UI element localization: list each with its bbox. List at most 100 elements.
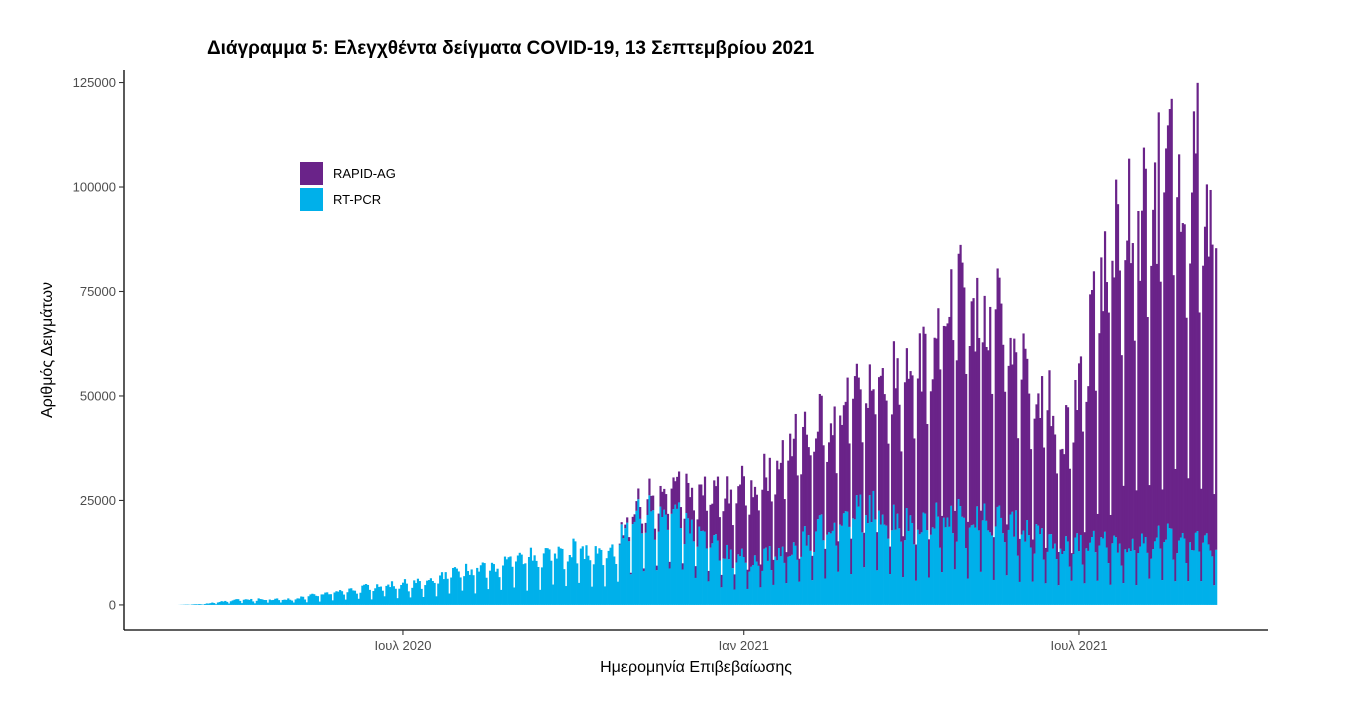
bar-rapid-ag bbox=[1122, 485, 1125, 584]
bar-rt-pcr bbox=[266, 602, 270, 605]
bar-rt-pcr bbox=[287, 598, 290, 605]
bar-rapid-ag bbox=[1155, 263, 1159, 538]
bar-rapid-ag bbox=[709, 504, 712, 548]
bar-rapid-ag bbox=[846, 377, 849, 512]
bar-rapid-ag bbox=[629, 572, 633, 575]
bar-rapid-ag bbox=[878, 377, 881, 511]
bar-rapid-ag bbox=[983, 295, 986, 504]
bar-rt-pcr bbox=[613, 556, 616, 605]
bar-rapid-ag bbox=[890, 414, 894, 531]
bar-rapid-ag bbox=[1139, 280, 1142, 547]
bar-rt-pcr bbox=[515, 561, 518, 605]
bar-rapid-ag bbox=[618, 543, 621, 545]
bar-rt-pcr bbox=[770, 570, 773, 605]
bar-rapid-ag bbox=[970, 301, 973, 526]
bar-rt-pcr bbox=[876, 570, 879, 605]
bar-rapid-ag bbox=[948, 316, 951, 527]
bar-rt-pcr bbox=[1131, 538, 1134, 605]
bar-rapid-ag bbox=[1005, 524, 1008, 576]
bar-rapid-ag bbox=[707, 570, 710, 582]
bar-rt-pcr bbox=[200, 604, 203, 605]
bar-rapid-ag bbox=[716, 476, 720, 541]
bar-rt-pcr bbox=[298, 598, 301, 605]
bar-rapid-ag bbox=[1178, 154, 1181, 541]
bar-rt-pcr bbox=[314, 595, 318, 605]
bar-rapid-ag bbox=[998, 277, 1001, 506]
bar-rt-pcr bbox=[1165, 539, 1168, 605]
bar-rt-pcr bbox=[961, 516, 964, 605]
bar-rapid-ag bbox=[1096, 513, 1099, 581]
bar-rt-pcr bbox=[946, 517, 949, 605]
bar-rapid-ag bbox=[1105, 282, 1108, 548]
bar-rt-pcr bbox=[527, 557, 531, 605]
bar-rt-pcr bbox=[846, 511, 849, 605]
bar-rt-pcr bbox=[887, 538, 890, 605]
bar-rapid-ag bbox=[898, 404, 901, 529]
bar-rapid-ag bbox=[631, 516, 634, 525]
bar-rt-pcr bbox=[1072, 553, 1075, 605]
bar-rt-pcr bbox=[211, 602, 214, 605]
bar-rapid-ag bbox=[918, 333, 921, 535]
bar-rt-pcr bbox=[302, 596, 305, 605]
bar-rapid-ag bbox=[1115, 179, 1118, 538]
bar-rt-pcr bbox=[1213, 585, 1216, 605]
bar-rt-pcr bbox=[357, 598, 360, 605]
bar-rt-pcr bbox=[594, 546, 597, 605]
legend-key-rt-pcr bbox=[300, 188, 323, 211]
bar-rt-pcr bbox=[255, 600, 258, 605]
bar-rt-pcr bbox=[1113, 535, 1116, 605]
bar-rt-pcr bbox=[896, 513, 899, 605]
bar-rt-pcr bbox=[561, 548, 564, 605]
y-tick-label: 50000 bbox=[80, 388, 116, 403]
bar-rt-pcr bbox=[668, 568, 671, 605]
bar-rt-pcr bbox=[685, 512, 688, 605]
bar-rt-pcr bbox=[852, 518, 855, 605]
bar-rt-pcr bbox=[661, 517, 664, 605]
bar-rapid-ag bbox=[863, 532, 866, 568]
bar-rapid-ag bbox=[1035, 404, 1038, 525]
bar-rt-pcr bbox=[377, 586, 381, 605]
bar-rt-pcr bbox=[390, 581, 394, 605]
bar-rt-pcr bbox=[1016, 555, 1020, 605]
bar-rt-pcr bbox=[498, 577, 501, 605]
bar-rt-pcr bbox=[209, 603, 212, 605]
bar-rapid-ag bbox=[722, 511, 725, 559]
bar-rt-pcr bbox=[272, 599, 275, 605]
bar-rt-pcr bbox=[942, 517, 946, 605]
bar-rt-pcr bbox=[916, 529, 920, 605]
bar-rapid-ag bbox=[670, 488, 673, 514]
bar-rt-pcr bbox=[679, 528, 683, 605]
bar-rt-pcr bbox=[535, 560, 538, 605]
bar-rt-pcr bbox=[1002, 533, 1005, 605]
bar-rt-pcr bbox=[676, 508, 679, 605]
bar-rt-pcr bbox=[785, 583, 788, 605]
bar-rt-pcr bbox=[648, 495, 651, 605]
bar-rapid-ag bbox=[1055, 473, 1058, 559]
bar-rt-pcr bbox=[394, 588, 397, 605]
bar-rt-pcr bbox=[1198, 551, 1201, 605]
bar-rt-pcr bbox=[372, 591, 375, 605]
bar-rt-pcr bbox=[559, 548, 562, 605]
bar-rt-pcr bbox=[579, 548, 583, 605]
bar-rapid-ag bbox=[715, 486, 718, 535]
legend-label: RT-PCR bbox=[333, 192, 381, 207]
bar-rapid-ag bbox=[1113, 277, 1116, 536]
bar-rapid-ag bbox=[698, 484, 701, 527]
bar-rt-pcr bbox=[1087, 550, 1090, 605]
bar-rt-pcr bbox=[348, 588, 351, 605]
bar-rapid-ag bbox=[994, 309, 997, 527]
bar-rt-pcr bbox=[450, 577, 453, 605]
bar-rt-pcr bbox=[824, 578, 827, 605]
bar-rt-pcr bbox=[1107, 563, 1110, 605]
bar-rt-pcr bbox=[483, 563, 486, 605]
bar-rt-pcr bbox=[1089, 542, 1092, 605]
bar-rt-pcr bbox=[333, 592, 336, 605]
bar-rapid-ag bbox=[1040, 376, 1044, 529]
bar-rapid-ag bbox=[1092, 271, 1096, 531]
bar-rt-pcr bbox=[866, 523, 870, 605]
bar-rt-pcr bbox=[511, 566, 514, 605]
bar-rapid-ag bbox=[792, 438, 796, 543]
bar-rapid-ag bbox=[1211, 244, 1214, 557]
bar-rapid-ag bbox=[1074, 379, 1077, 538]
bar-rapid-ag bbox=[1213, 494, 1216, 586]
